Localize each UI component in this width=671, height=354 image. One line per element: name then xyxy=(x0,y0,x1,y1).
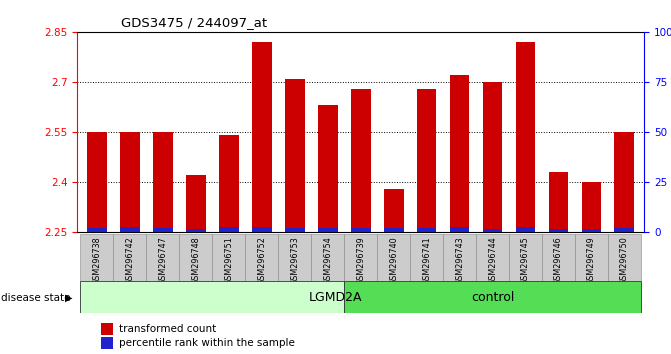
Bar xyxy=(285,79,305,232)
Text: GSM296752: GSM296752 xyxy=(257,236,266,285)
Bar xyxy=(582,229,601,232)
Text: ▶: ▶ xyxy=(65,293,72,303)
Bar xyxy=(582,182,601,232)
Bar xyxy=(219,135,239,232)
Bar xyxy=(377,234,410,281)
Bar xyxy=(476,234,509,281)
Bar xyxy=(450,75,470,232)
Bar xyxy=(87,228,107,232)
Bar xyxy=(153,228,172,232)
Text: GSM296745: GSM296745 xyxy=(521,236,530,285)
Bar xyxy=(410,234,443,281)
Bar xyxy=(417,88,436,232)
Text: GSM296738: GSM296738 xyxy=(93,236,101,285)
Bar xyxy=(81,234,113,281)
Bar xyxy=(344,281,641,313)
Text: GSM296751: GSM296751 xyxy=(224,236,234,285)
Bar xyxy=(615,132,634,232)
Bar xyxy=(311,234,344,281)
Bar xyxy=(417,228,436,232)
Bar xyxy=(81,281,344,313)
Text: GSM296748: GSM296748 xyxy=(191,236,201,285)
Bar xyxy=(153,132,172,232)
Bar xyxy=(450,227,470,232)
Bar xyxy=(351,228,370,232)
Bar xyxy=(615,228,634,232)
Text: GSM296753: GSM296753 xyxy=(291,236,299,285)
Text: GSM296754: GSM296754 xyxy=(323,236,332,285)
Bar xyxy=(549,229,568,232)
Bar xyxy=(186,229,206,232)
Bar xyxy=(252,42,272,232)
Text: control: control xyxy=(471,291,514,304)
Text: GSM296746: GSM296746 xyxy=(554,236,563,285)
Bar xyxy=(384,228,403,232)
Bar xyxy=(482,229,503,232)
Bar xyxy=(285,228,305,232)
Text: GDS3475 / 244097_at: GDS3475 / 244097_at xyxy=(121,16,267,29)
Bar xyxy=(87,132,107,232)
Bar xyxy=(575,234,608,281)
Text: LGMD2A: LGMD2A xyxy=(309,291,363,304)
Text: transformed count: transformed count xyxy=(119,324,217,334)
Bar xyxy=(246,234,278,281)
Bar xyxy=(252,227,272,232)
Text: GSM296740: GSM296740 xyxy=(389,236,398,285)
Bar xyxy=(120,132,140,232)
Text: GSM296744: GSM296744 xyxy=(488,236,497,285)
Bar xyxy=(113,234,146,281)
Bar xyxy=(608,234,641,281)
Bar xyxy=(351,88,370,232)
Bar xyxy=(515,227,535,232)
Bar xyxy=(549,172,568,232)
Bar xyxy=(219,227,239,232)
Bar xyxy=(212,234,246,281)
Text: GSM296741: GSM296741 xyxy=(422,236,431,285)
Bar xyxy=(443,234,476,281)
Bar xyxy=(482,82,503,232)
Text: GSM296742: GSM296742 xyxy=(125,236,134,285)
Text: GSM296749: GSM296749 xyxy=(587,236,596,285)
Bar xyxy=(384,189,403,232)
Text: disease state: disease state xyxy=(1,293,71,303)
Bar xyxy=(146,234,179,281)
Text: percentile rank within the sample: percentile rank within the sample xyxy=(119,338,295,348)
Bar xyxy=(509,234,542,281)
Bar xyxy=(515,42,535,232)
Bar xyxy=(318,228,338,232)
Bar xyxy=(179,234,212,281)
Bar xyxy=(186,175,206,232)
Text: GSM296743: GSM296743 xyxy=(455,236,464,285)
Bar xyxy=(278,234,311,281)
Bar xyxy=(120,227,140,232)
Text: GSM296739: GSM296739 xyxy=(356,236,365,285)
Bar xyxy=(344,234,377,281)
Text: GSM296747: GSM296747 xyxy=(158,236,167,285)
Text: GSM296750: GSM296750 xyxy=(620,236,629,285)
Bar xyxy=(542,234,575,281)
Bar xyxy=(318,105,338,232)
